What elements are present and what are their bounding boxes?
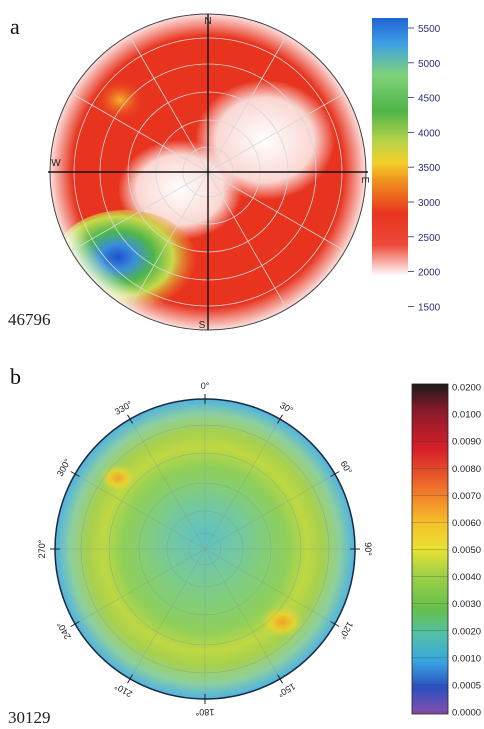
panel-b-angle-tick [70, 471, 80, 477]
panel-b-angle-label: 0° [201, 381, 210, 391]
panel-a-colorbar-label: 3500 [418, 163, 441, 174]
panel-b-colorbar-label: 0.0040 [452, 572, 481, 583]
panel-b-colorbar-label: 0.0060 [452, 518, 481, 529]
panel-a-dir-w: W [51, 158, 61, 169]
panel-b-colorbar-label: 0.0050 [452, 545, 481, 556]
panel-a-colorbar-ticks: 5500 5000 4500 4000 3500 3000 2500 2000 1500 [408, 24, 441, 313]
panel-a-colorbar-label: 1500 [418, 302, 441, 313]
panel-a-label: a [10, 14, 20, 39]
panel-b-angle-label: 30° [278, 400, 295, 416]
panel-b-colorbar-label: 0.0080 [452, 464, 481, 475]
panel-a: a [0, 0, 484, 350]
panel-a-dir-n: N [204, 16, 211, 27]
panel-a-dir-s: S [199, 320, 206, 331]
panel-a-pole-figure: N E S W 5500 5000 4500 4000 3500 3000 2500 2000… [48, 13, 441, 331]
panel-b-grid [55, 399, 355, 699]
panel-b-angle-label: 60° [338, 459, 354, 476]
panel-b-label: b [10, 364, 21, 389]
panel-b-angle-label: 240° [55, 620, 73, 641]
panel-b-colorbar-label: 0.0000 [452, 708, 481, 719]
panel-a-colorbar-label: 3000 [418, 198, 441, 209]
panel-b-angle-label: 120° [337, 620, 355, 641]
panel-b-angle-tick [330, 621, 340, 627]
panel-b-colorbar-label: 0.0010 [452, 653, 481, 664]
panel-b-colorbar-label: 0.0070 [452, 491, 481, 502]
panel-b-angle-tick [277, 674, 283, 684]
panel-b-colorbar-ticks: 0.0200 0.0100 0.0090 0.0080 0.0070 0.0060 0.00… [412, 383, 481, 719]
panel-a-colorbar [372, 18, 408, 276]
panel-a-colorbar-label: 4000 [418, 128, 441, 139]
panel-b-pole-figure: 0° 30° 60° 90° 120° 150° 180° 210° 240° 270° 300° 3… [37, 381, 481, 719]
panel-b-angle-label: 210° [113, 681, 134, 699]
panel-b-angle-label: 150° [276, 681, 297, 699]
panel-b-angle-tick [277, 414, 283, 424]
panel-b-angle-tick [330, 471, 340, 477]
panel-b-angle-label: 90° [363, 542, 373, 556]
panel-b-colorbar [411, 383, 449, 715]
panel-b-angle-label: 300° [55, 457, 73, 478]
panel-b-angle-tick [127, 674, 133, 684]
panel-b-colorbar-label: 0.0030 [452, 599, 481, 610]
panel-a-colorbar-label: 2500 [418, 233, 441, 244]
panel-b-colorbar-label: 0.0090 [452, 437, 481, 448]
panel-b-angle-label: 270° [37, 539, 47, 558]
panel-b-angle-tick [127, 414, 133, 424]
panel-b-colorbar-label: 0.0005 [452, 680, 481, 691]
panel-b-angle-ticks [50, 394, 360, 704]
panel-a-dir-e: E [359, 177, 370, 184]
panel-a-sample-id: 46796 [8, 310, 51, 329]
panel-a-colorbar-label: 5500 [418, 24, 441, 35]
panel-a-colorbar-label: 5000 [418, 59, 441, 70]
panel-b-sample-id: 30129 [8, 708, 51, 727]
panel-b-colorbar-label: 0.0020 [452, 626, 481, 637]
panel-b-colorbar-label: 0.0100 [452, 410, 481, 421]
panel-b-angle-tick [70, 621, 80, 627]
panel-b-colorbar-label: 0.0200 [452, 383, 481, 394]
panel-b-angle-label: 180° [195, 707, 214, 717]
panel-b-angle-label: 330° [113, 399, 134, 417]
panel-a-colorbar-label: 2000 [418, 268, 441, 279]
panel-b: b [0, 360, 484, 729]
panel-a-colorbar-label: 4500 [418, 94, 441, 105]
